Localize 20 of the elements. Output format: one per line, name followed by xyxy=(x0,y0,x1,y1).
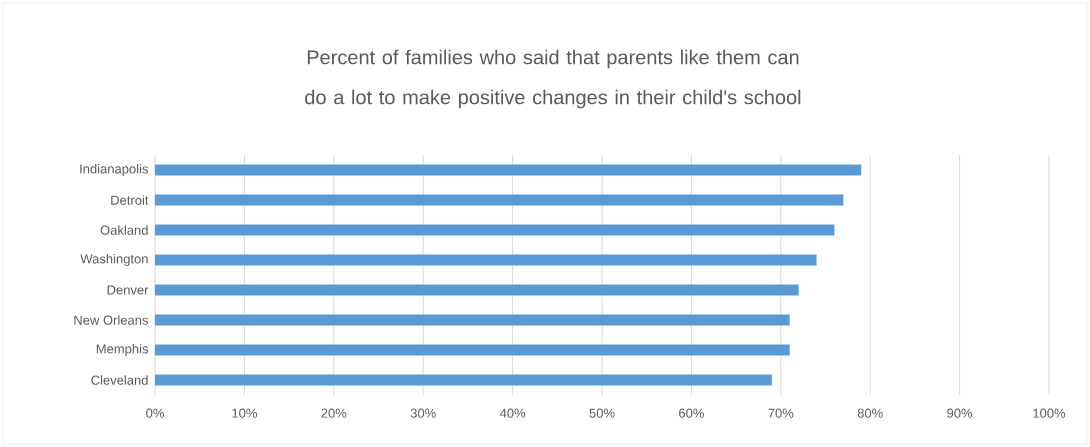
x-tick-label: 50% xyxy=(589,408,615,418)
y-tick-label: Denver xyxy=(107,285,149,295)
y-tick-label: Oakland xyxy=(100,225,148,235)
x-tick-label: 80% xyxy=(857,408,883,418)
y-tick-label: Detroit xyxy=(111,195,149,205)
x-tick-label: 60% xyxy=(679,408,704,418)
x-tick-label: 90% xyxy=(947,408,973,418)
y-tick-label: Indianapolis xyxy=(80,163,148,177)
x-tick-label: 0% xyxy=(146,408,164,418)
y-tick-label: Washington xyxy=(80,253,148,267)
chart-title: Percent of families who said that parents like them can do a lot to make positive changes in their child's school xyxy=(305,49,801,109)
x-tick-label: 100% xyxy=(1033,408,1066,418)
y-tick-label: New Orleans xyxy=(74,315,148,325)
y-tick-label: Memphis xyxy=(96,343,149,357)
x-tick-label: 40% xyxy=(499,408,526,418)
x-tick-label: 70% xyxy=(768,408,794,418)
y-tick-label: Cleveland xyxy=(91,375,148,385)
x-tick-label: 20% xyxy=(321,408,347,418)
x-tick-label: 10% xyxy=(232,408,257,418)
x-tick-label: 30% xyxy=(410,408,436,418)
